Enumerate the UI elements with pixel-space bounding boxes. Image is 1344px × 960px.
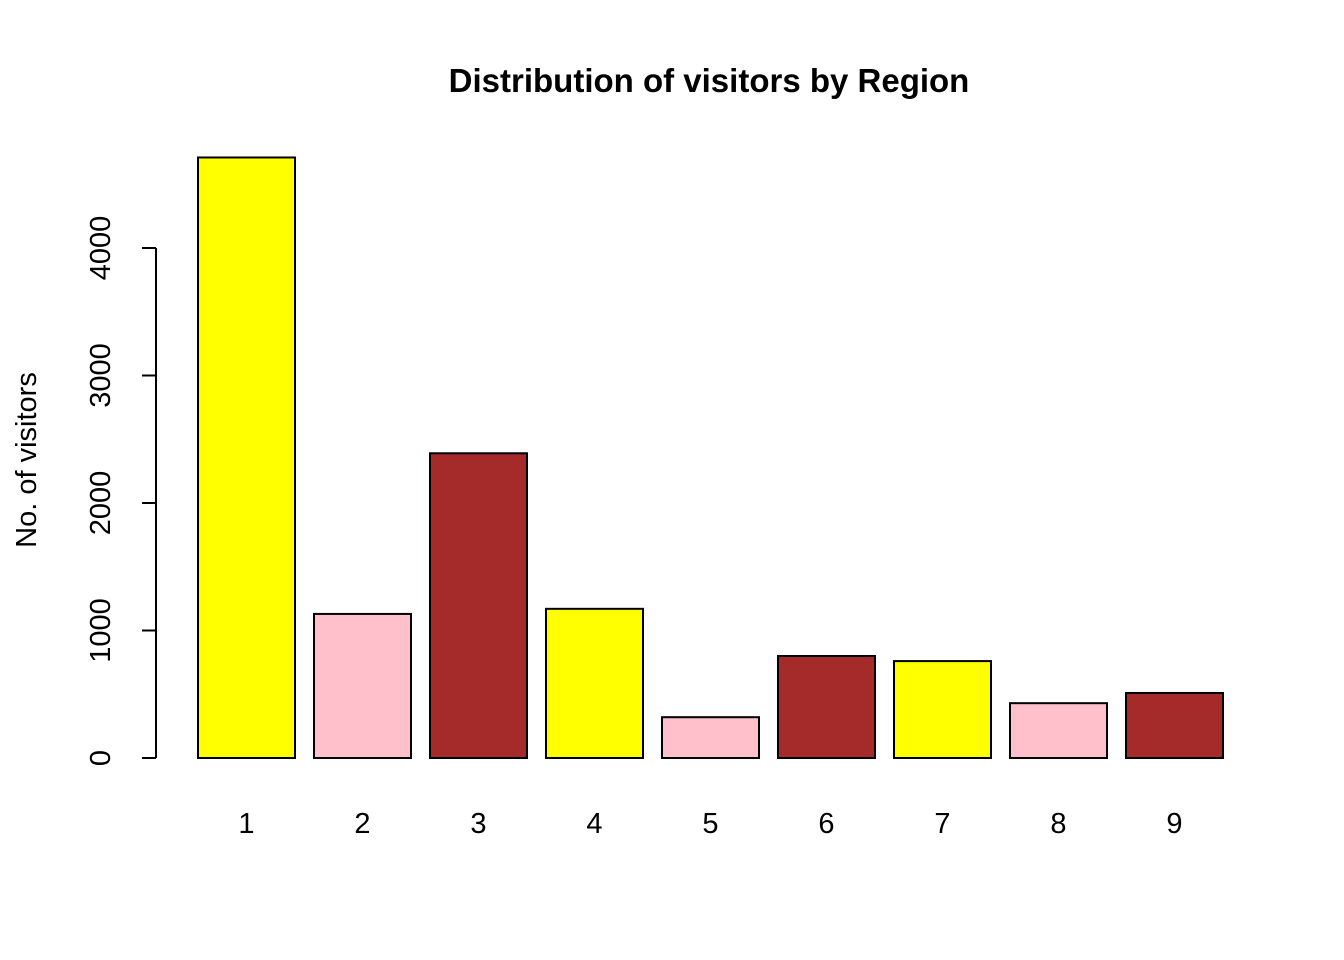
bars-group — [197, 156, 1224, 760]
y-tick-label-2000: 2000 — [85, 471, 117, 536]
x-tick-label-3: 3 — [470, 808, 486, 840]
x-tick-labels: 1 2 3 4 5 6 7 8 9 — [238, 808, 1182, 840]
bar-region-9 — [1125, 691, 1224, 759]
x-tick-label-7: 7 — [934, 808, 950, 840]
y-tick-label-1000: 1000 — [85, 598, 117, 663]
x-tick-label-5: 5 — [702, 808, 718, 840]
chart-title: Distribution of visitors by Region — [449, 62, 970, 99]
bar-region-5 — [661, 716, 760, 760]
y-tick-label-4000: 4000 — [85, 216, 117, 281]
x-tick-label-9: 9 — [1166, 808, 1182, 840]
bar-region-1 — [197, 156, 296, 760]
x-tick-label-4: 4 — [586, 808, 602, 840]
bar-region-3 — [429, 452, 528, 759]
x-tick-label-6: 6 — [818, 808, 834, 840]
x-tick-label-8: 8 — [1050, 808, 1066, 840]
x-tick-label-2: 2 — [354, 808, 370, 840]
y-tick-label-3000: 3000 — [85, 343, 117, 408]
x-tick-label-1: 1 — [238, 808, 254, 840]
bar-region-7 — [893, 660, 992, 759]
y-tick-label-0: 0 — [85, 750, 117, 766]
y-axis: 0 1000 2000 3000 4000 — [85, 216, 157, 766]
bar-region-6 — [777, 655, 876, 759]
bar-region-8 — [1009, 702, 1108, 759]
y-axis-label: No. of visitors — [11, 372, 43, 548]
bar-region-2 — [313, 612, 412, 759]
bar-region-4 — [545, 607, 644, 760]
